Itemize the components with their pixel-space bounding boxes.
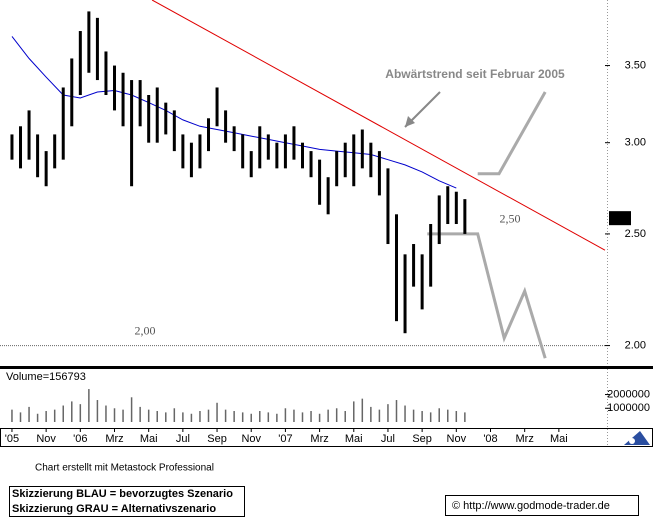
trendline: [151, 0, 606, 251]
volume-tick-label: 2000000: [607, 388, 650, 400]
legend-box: [9, 486, 245, 517]
arrow-head: [405, 116, 415, 127]
price-bar: [301, 142, 304, 169]
price-bar: [429, 224, 433, 287]
panel-separator: [0, 366, 653, 369]
price-bar: [224, 110, 228, 143]
x-tick-label: Nov: [36, 433, 56, 445]
price-bar: [121, 72, 125, 127]
price-bar: [343, 142, 347, 178]
x-tick-label: Mrz: [310, 433, 328, 445]
level-label: 2,00: [135, 323, 156, 337]
price-bar: [53, 134, 57, 169]
price-bar: [463, 199, 467, 234]
price-bar: [446, 186, 450, 225]
price-bar: [215, 87, 219, 127]
price-bar: [44, 151, 48, 187]
x-tick-label: '05: [5, 433, 19, 445]
level-label: 2,50: [500, 212, 521, 226]
x-tick-label: '06: [73, 433, 87, 445]
y-tick-label: 3.00: [625, 137, 646, 149]
annotation: Abwärtstrend seit Februar 2005: [385, 67, 565, 81]
price-bar: [155, 87, 159, 143]
x-tick-label: Jul: [381, 433, 395, 445]
price-bar: [394, 214, 398, 322]
price-bar: [95, 17, 99, 81]
x-tick-label: Sep: [412, 433, 432, 445]
price-bar: [130, 80, 134, 187]
y-tick-label: 2.00: [625, 339, 646, 351]
x-tick-label: Mrz: [516, 433, 534, 445]
price-bar: [198, 134, 202, 169]
credit: Chart erstellt mit Metastock Professiona…: [35, 463, 214, 474]
volume-label: Volume=156793: [6, 371, 86, 383]
price-bar: [36, 134, 40, 178]
price-bar: [309, 151, 313, 178]
x-tick-label: '07: [278, 433, 292, 445]
price-bar: [454, 191, 458, 225]
x-tick-label: Jul: [176, 433, 190, 445]
price-bar: [113, 65, 117, 111]
price-bar: [420, 254, 424, 310]
url: © http://www.godmode-trader.de: [452, 500, 610, 512]
price-bar: [377, 151, 381, 196]
price-bar: [87, 11, 91, 73]
price-bar: [360, 129, 364, 169]
price-bar: [104, 51, 108, 96]
volume-tick-label: 1000000: [607, 402, 650, 414]
price-bar: [369, 142, 373, 178]
price-bar: [147, 95, 151, 143]
scenario-line: [477, 91, 547, 176]
last-value-box: [609, 211, 631, 226]
price-bar: [138, 80, 142, 127]
x-tick-label: Nov: [241, 433, 261, 445]
price-bar: [275, 142, 279, 169]
price-bar: [61, 87, 65, 160]
last-value-label: 2.58: [609, 212, 630, 224]
price-bar: [189, 142, 193, 178]
price-bar: [412, 244, 416, 287]
price-bar: [172, 110, 176, 152]
x-tick-label: Mai: [345, 433, 363, 445]
x-tick-label: Mrz: [105, 433, 123, 445]
price-bar: [352, 134, 356, 187]
y-tick-label: 3.50: [625, 59, 646, 71]
price-bar: [292, 126, 296, 160]
url-box: [445, 495, 639, 516]
x-tick-label: Mai: [550, 433, 568, 445]
price-bar: [70, 58, 74, 127]
scenario-line: [427, 232, 547, 359]
price-bar: [386, 168, 390, 245]
price-bar: [403, 254, 407, 334]
price-bar: [27, 110, 31, 160]
price-bar: [318, 159, 322, 205]
price-bar: [335, 151, 339, 187]
price-bar: [78, 31, 82, 96]
price-bar: [164, 102, 168, 135]
price-bar: [266, 134, 270, 160]
x-tick-label: Mai: [140, 433, 158, 445]
price-bar: [241, 134, 245, 169]
price-bar: [258, 126, 262, 169]
icon-dot: [629, 438, 635, 444]
price-bar: [10, 134, 14, 160]
y-tick-label: 2.50: [625, 228, 646, 240]
legend-line: Skizzierung BLAU = bevorzugtes Szenario: [12, 488, 233, 500]
price-bar: [207, 118, 211, 152]
price-bar: [232, 126, 236, 152]
price-bar: [326, 177, 330, 215]
price-bar: [283, 134, 287, 169]
price-bar: [249, 151, 253, 178]
price-bar: [19, 126, 23, 169]
x-tick-label: '08: [483, 433, 497, 445]
price-bar: [437, 195, 441, 245]
x-tick-label: Sep: [207, 433, 227, 445]
legend-line: Skizzierung GRAU = Alternativszenario: [12, 503, 216, 515]
x-tick-label: Nov: [447, 433, 467, 445]
price-bar: [181, 134, 185, 169]
